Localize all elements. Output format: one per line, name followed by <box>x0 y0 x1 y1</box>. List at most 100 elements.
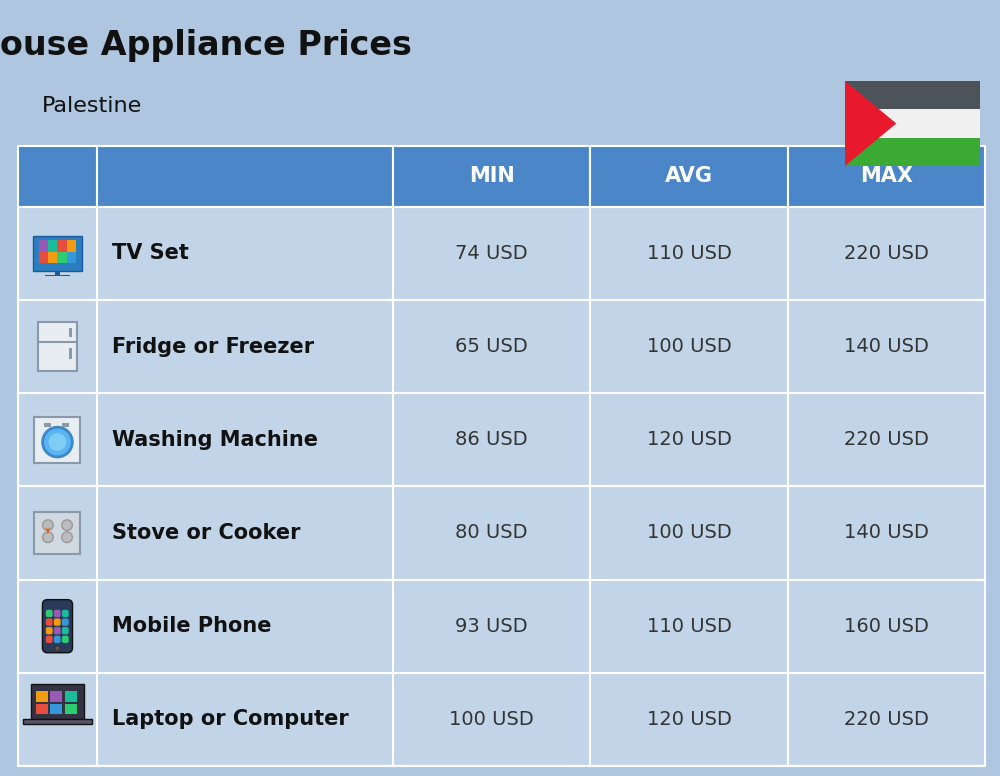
FancyBboxPatch shape <box>23 719 92 724</box>
Text: 220 USD: 220 USD <box>844 710 929 729</box>
Circle shape <box>62 532 72 542</box>
FancyBboxPatch shape <box>97 393 393 487</box>
FancyBboxPatch shape <box>97 146 393 206</box>
FancyBboxPatch shape <box>97 487 393 580</box>
FancyBboxPatch shape <box>788 673 985 766</box>
FancyBboxPatch shape <box>393 146 590 206</box>
Text: 74 USD: 74 USD <box>455 244 528 263</box>
FancyBboxPatch shape <box>393 300 590 393</box>
Text: Palestine: Palestine <box>42 96 142 116</box>
FancyBboxPatch shape <box>788 580 985 673</box>
FancyBboxPatch shape <box>65 691 77 702</box>
FancyBboxPatch shape <box>393 393 590 487</box>
Text: Laptop or Computer: Laptop or Computer <box>112 709 348 729</box>
FancyBboxPatch shape <box>33 236 82 271</box>
Text: AVG: AVG <box>665 166 713 186</box>
FancyBboxPatch shape <box>65 704 77 714</box>
Circle shape <box>48 432 67 452</box>
Text: 120 USD: 120 USD <box>647 710 731 729</box>
FancyBboxPatch shape <box>39 251 48 263</box>
Text: Electronics and House Appliance Prices: Electronics and House Appliance Prices <box>0 29 412 63</box>
FancyBboxPatch shape <box>845 137 980 166</box>
FancyBboxPatch shape <box>69 348 72 359</box>
FancyBboxPatch shape <box>18 487 97 580</box>
FancyBboxPatch shape <box>36 691 48 702</box>
Polygon shape <box>845 81 896 166</box>
FancyBboxPatch shape <box>62 610 69 617</box>
FancyBboxPatch shape <box>36 704 48 714</box>
FancyBboxPatch shape <box>18 300 97 393</box>
Text: 100 USD: 100 USD <box>449 710 534 729</box>
FancyBboxPatch shape <box>62 627 69 635</box>
FancyBboxPatch shape <box>18 146 97 206</box>
FancyBboxPatch shape <box>18 393 97 487</box>
Text: 80 USD: 80 USD <box>455 524 528 542</box>
FancyBboxPatch shape <box>590 673 788 766</box>
FancyBboxPatch shape <box>18 580 97 673</box>
FancyBboxPatch shape <box>590 300 788 393</box>
Text: 110 USD: 110 USD <box>647 244 731 263</box>
FancyBboxPatch shape <box>46 610 53 617</box>
FancyBboxPatch shape <box>54 627 61 635</box>
Text: Fridge or Freezer: Fridge or Freezer <box>112 337 314 356</box>
FancyBboxPatch shape <box>57 240 67 251</box>
Text: 93 USD: 93 USD <box>455 617 528 636</box>
Text: Washing Machine: Washing Machine <box>112 430 318 450</box>
FancyBboxPatch shape <box>48 240 57 251</box>
FancyBboxPatch shape <box>39 240 48 251</box>
Text: MIN: MIN <box>469 166 515 186</box>
FancyBboxPatch shape <box>393 580 590 673</box>
Circle shape <box>43 428 72 457</box>
Circle shape <box>62 520 72 531</box>
FancyBboxPatch shape <box>67 251 76 263</box>
Text: MAX: MAX <box>860 166 913 186</box>
FancyBboxPatch shape <box>788 487 985 580</box>
FancyBboxPatch shape <box>97 300 393 393</box>
FancyBboxPatch shape <box>55 271 60 275</box>
FancyBboxPatch shape <box>46 627 53 635</box>
FancyBboxPatch shape <box>788 146 985 206</box>
FancyBboxPatch shape <box>845 81 980 109</box>
FancyBboxPatch shape <box>54 610 61 617</box>
Circle shape <box>43 520 53 531</box>
FancyBboxPatch shape <box>18 206 97 300</box>
FancyBboxPatch shape <box>393 206 590 300</box>
FancyBboxPatch shape <box>46 636 53 643</box>
FancyBboxPatch shape <box>50 704 62 714</box>
FancyBboxPatch shape <box>97 673 393 766</box>
FancyBboxPatch shape <box>590 580 788 673</box>
Text: TV Set: TV Set <box>112 244 189 263</box>
Text: 110 USD: 110 USD <box>647 617 731 636</box>
FancyBboxPatch shape <box>42 600 73 653</box>
FancyBboxPatch shape <box>62 636 69 643</box>
FancyBboxPatch shape <box>57 251 67 263</box>
FancyBboxPatch shape <box>788 393 985 487</box>
FancyBboxPatch shape <box>45 275 70 276</box>
FancyBboxPatch shape <box>393 673 590 766</box>
FancyBboxPatch shape <box>44 424 51 427</box>
FancyBboxPatch shape <box>34 417 80 462</box>
FancyBboxPatch shape <box>54 618 61 625</box>
FancyBboxPatch shape <box>590 146 788 206</box>
Text: 86 USD: 86 USD <box>455 430 528 449</box>
FancyBboxPatch shape <box>34 511 80 554</box>
Text: 100 USD: 100 USD <box>647 524 731 542</box>
FancyBboxPatch shape <box>97 206 393 300</box>
FancyBboxPatch shape <box>38 322 77 372</box>
FancyBboxPatch shape <box>590 487 788 580</box>
FancyBboxPatch shape <box>97 580 393 673</box>
FancyBboxPatch shape <box>62 618 69 625</box>
FancyBboxPatch shape <box>67 240 76 251</box>
FancyBboxPatch shape <box>590 206 788 300</box>
Text: 65 USD: 65 USD <box>455 337 528 356</box>
Circle shape <box>55 646 60 651</box>
Text: Mobile Phone: Mobile Phone <box>112 616 271 636</box>
Text: 120 USD: 120 USD <box>647 430 731 449</box>
Text: 140 USD: 140 USD <box>844 337 929 356</box>
Text: 140 USD: 140 USD <box>844 524 929 542</box>
FancyBboxPatch shape <box>31 684 84 719</box>
FancyBboxPatch shape <box>788 300 985 393</box>
FancyBboxPatch shape <box>18 673 97 766</box>
Text: 100 USD: 100 USD <box>647 337 731 356</box>
FancyBboxPatch shape <box>590 393 788 487</box>
